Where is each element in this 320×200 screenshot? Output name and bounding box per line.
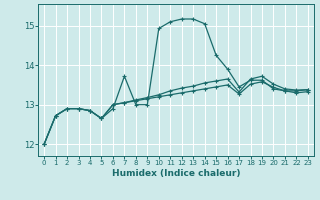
X-axis label: Humidex (Indice chaleur): Humidex (Indice chaleur) xyxy=(112,169,240,178)
